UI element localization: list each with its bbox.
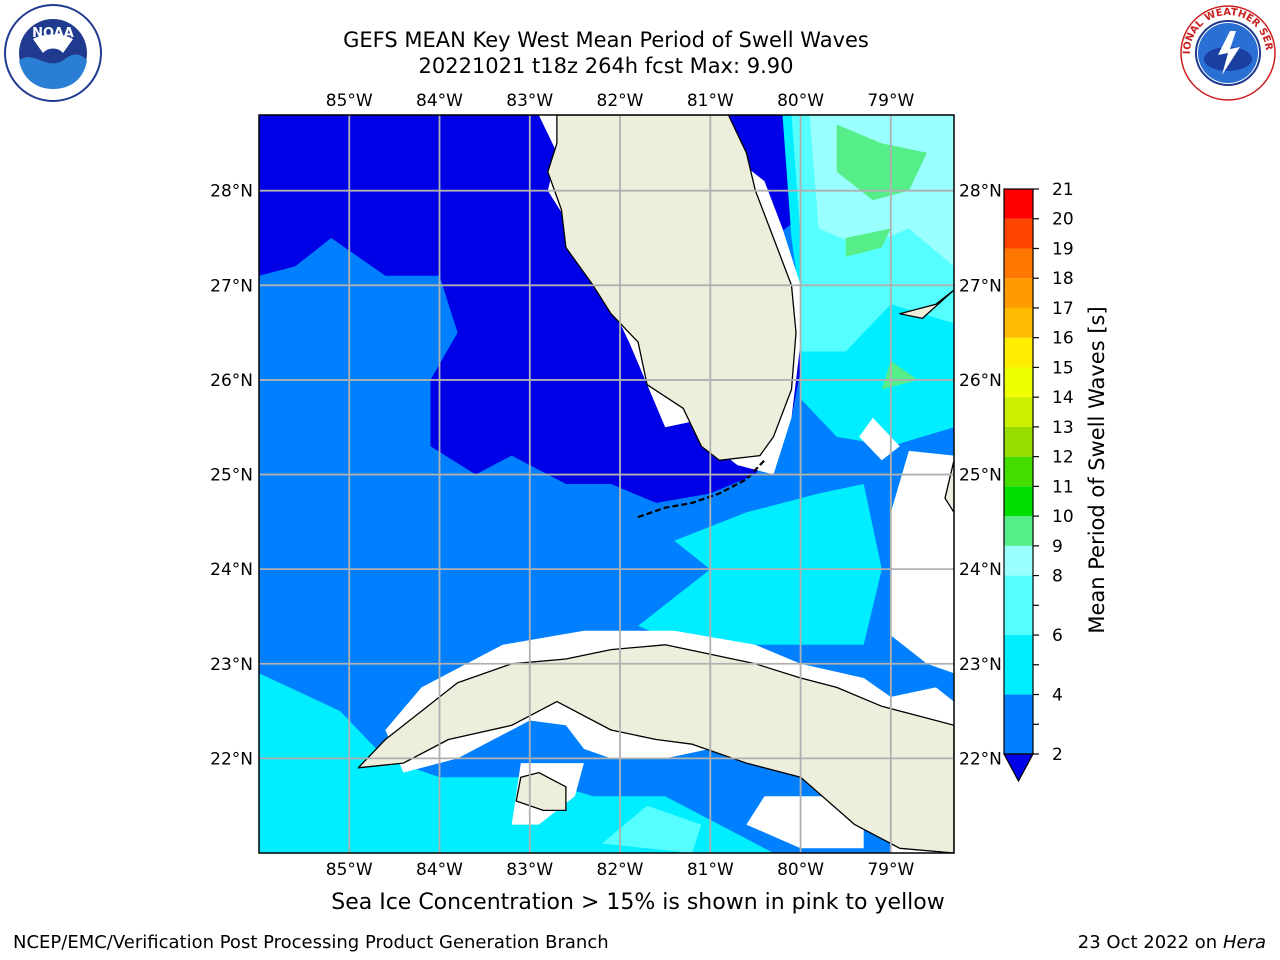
lat-label-right: 23°N — [959, 655, 1002, 675]
colorbar-tick-label: 17 — [1052, 299, 1074, 319]
lon-label-top: 85°W — [326, 91, 373, 111]
colorbar-under-arrow — [1002, 753, 1035, 783]
lat-label-right: 26°N — [959, 371, 1002, 391]
map-title: GEFS MEAN Key West Mean Period of Swell … — [343, 28, 869, 52]
lon-label-bottom: 83°W — [506, 860, 553, 880]
lon-label-top: 83°W — [506, 91, 553, 111]
colorbar-band — [1004, 426, 1033, 457]
band-4-6-region — [638, 484, 882, 645]
colorbar: 2 4 6 8 9 10 11 12 13 14 15 16 17 18 19 20 21 — [1002, 180, 1074, 783]
lon-label-top: 79°W — [867, 91, 914, 111]
colorbar-band — [1004, 456, 1033, 487]
keys-polyline — [637, 459, 766, 519]
colorbar-band — [1004, 486, 1033, 517]
lon-label-top: 84°W — [416, 91, 463, 111]
lon-label-bottom: 81°W — [687, 860, 734, 880]
lat-label-left: 28°N — [210, 182, 253, 202]
map-gridlines — [259, 115, 954, 853]
lon-label-bottom: 85°W — [326, 860, 373, 880]
noaa-logo-text: NOAA — [32, 26, 74, 41]
footer-date: 23 Oct 2022 on Hera — [1078, 932, 1266, 953]
lat-label-right: 22°N — [959, 749, 1002, 769]
colorbar-band — [1004, 278, 1033, 308]
no-data-region — [859, 417, 900, 461]
colorbar-band — [1004, 575, 1033, 636]
colorbar-band — [1004, 545, 1033, 576]
band-9-10-region — [836, 124, 927, 201]
land-polygon — [944, 459, 954, 514]
lon-label-bottom: 80°W — [777, 860, 824, 880]
land-polygon — [899, 289, 954, 320]
lon-label-top: 82°W — [597, 91, 644, 111]
colorbar-band — [1004, 307, 1033, 338]
colorbar-band — [1004, 218, 1033, 249]
no-data-region — [890, 450, 954, 674]
colorbar-band — [1004, 694, 1033, 754]
noaa-logo-icon: NOAA — [3, 3, 103, 103]
sea-ice-note: Sea Ice Concentration > 15% is shown in … — [331, 890, 945, 915]
colorbar-band — [1004, 367, 1033, 398]
map-plot-area — [259, 115, 954, 853]
map-subtitle-run-info: 20221021 t18z 264h fcst Max: 9.90 — [418, 54, 794, 78]
lat-label-left: 24°N — [210, 560, 253, 580]
colorbar-tick-label: 21 — [1052, 180, 1074, 200]
colorbar-band — [1004, 337, 1033, 368]
lat-label-right: 27°N — [959, 276, 1002, 296]
colorbar-tick-label: 14 — [1052, 388, 1074, 408]
lon-label-top: 80°W — [777, 91, 824, 111]
no-data-region — [746, 796, 864, 849]
lon-label-bottom: 82°W — [597, 860, 644, 880]
lat-label-left: 27°N — [210, 276, 253, 296]
band-6-8-region — [602, 805, 702, 853]
colorbar-band — [1004, 189, 1033, 219]
lon-label-top: 81°W — [687, 91, 734, 111]
colorbar-tick-label: 20 — [1052, 210, 1074, 230]
nws-logo-icon: NATIONAL WEATHER SERVICE — [1174, 0, 1278, 103]
florida-keys-coastline — [637, 459, 766, 519]
map-axis-labels: 85°W 85°W 84°W 84°W 83°W 83°W 82°W 82°W 81°W 81°W… — [210, 91, 1002, 880]
colorbar-tick-label: 12 — [1052, 448, 1074, 468]
lon-label-bottom: 79°W — [867, 860, 914, 880]
lat-label-right: 28°N — [959, 182, 1002, 202]
colorbar-band — [1004, 516, 1033, 546]
colorbar-tick-label: 4 — [1052, 686, 1063, 706]
colorbar-tick-label: 10 — [1052, 507, 1074, 527]
colorbar-band — [1004, 248, 1033, 279]
lat-label-left: 22°N — [210, 749, 253, 769]
lat-label-left: 26°N — [210, 371, 253, 391]
footer-credit: NCEP/EMC/Verification Post Processing Pr… — [13, 932, 609, 953]
colorbar-tick-label: 18 — [1052, 269, 1074, 289]
band-9-10-region — [845, 228, 891, 257]
land-polygon — [357, 644, 954, 853]
colorbar-tick-label: 2 — [1052, 745, 1063, 765]
land-mass — [357, 115, 954, 853]
colorbar-tick-label: 16 — [1052, 329, 1074, 349]
colorbar-frame — [1003, 188, 1034, 755]
colorbar-tick-label: 15 — [1052, 358, 1074, 378]
lat-label-right: 24°N — [959, 560, 1002, 580]
colorbar-band — [1004, 397, 1033, 427]
colorbar-tick-label: 13 — [1052, 418, 1074, 438]
lat-label-right: 25°N — [959, 466, 1002, 486]
colorbar-tick-label: 8 — [1052, 567, 1063, 587]
lat-label-left: 25°N — [210, 466, 253, 486]
colorbar-tick-label: 11 — [1052, 477, 1074, 497]
lat-label-left: 23°N — [210, 655, 253, 675]
lon-label-bottom: 84°W — [416, 860, 463, 880]
footer-host: Hera — [1222, 932, 1266, 953]
map-frame — [258, 114, 955, 854]
footer-date-text: 23 Oct 2022 on — [1077, 932, 1223, 953]
colorbar-band — [1004, 635, 1033, 695]
colorbar-tick-label: 6 — [1052, 626, 1063, 646]
land-polygon — [515, 771, 567, 812]
colorbar-tick-label: 9 — [1052, 537, 1063, 557]
colorbar-tick-label: 19 — [1052, 239, 1074, 259]
colorbar-label: Mean Period of Swell Waves [s] — [1085, 306, 1109, 634]
